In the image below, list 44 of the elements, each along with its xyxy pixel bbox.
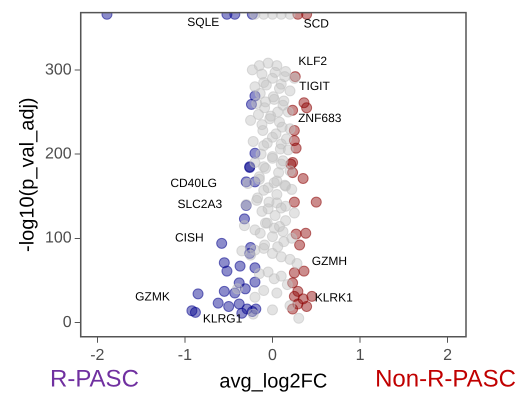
- y-tick-label: 100: [44, 230, 72, 247]
- x-tick-label: 0: [268, 346, 278, 364]
- annotation: KLF2: [298, 54, 328, 68]
- annotation: SQLE: [187, 15, 220, 30]
- point: [300, 228, 312, 239]
- point: [294, 240, 306, 251]
- y-tick-label: 200: [44, 145, 72, 162]
- annotation: CISH: [174, 230, 204, 245]
- text: Non-R-PASC: [375, 366, 516, 393]
- x-tick-label: 1: [356, 346, 365, 364]
- point: [190, 306, 201, 318]
- annotation: KLRG1: [202, 311, 243, 326]
- point: [249, 276, 260, 288]
- x-axis-title: avg_log2FC: [219, 370, 328, 393]
- point: [301, 300, 312, 312]
- point: [301, 102, 312, 114]
- point: [288, 196, 300, 208]
- point: [288, 267, 300, 278]
- annotation: TIGIT: [299, 79, 330, 94]
- point: [216, 238, 228, 249]
- point: [212, 298, 224, 309]
- y-tick-label: 300: [44, 61, 72, 78]
- annotation: CD40LG: [170, 176, 218, 190]
- x-tick-label: -1: [178, 346, 192, 364]
- point: [218, 286, 230, 297]
- annotation: KLRK1: [314, 290, 354, 304]
- annotation: GZMH: [312, 254, 348, 268]
- point: [298, 266, 310, 277]
- annotation: SCD: [304, 16, 330, 31]
- y-tick-label: 0: [62, 314, 72, 331]
- annotation: SLC2A3: [177, 196, 222, 211]
- point: [223, 300, 234, 312]
- point: [192, 288, 204, 300]
- y-axis-title: -log10(p_val_adj): [16, 97, 39, 252]
- annotation: ZNF683: [298, 111, 342, 126]
- point: [218, 257, 230, 268]
- x-tick-label: -2: [90, 346, 105, 364]
- annotation: GZMK: [135, 290, 170, 304]
- point: [298, 172, 309, 184]
- text: R-PASC: [50, 366, 139, 393]
- point: [221, 266, 232, 277]
- point: [310, 196, 322, 208]
- x-tick-label: 2: [443, 346, 452, 364]
- point: [234, 260, 246, 272]
